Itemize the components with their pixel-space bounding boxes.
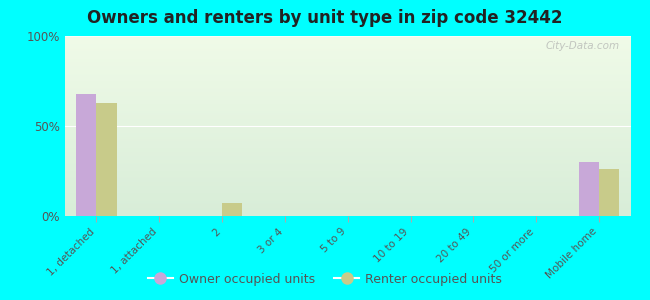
Text: City-Data.com: City-Data.com bbox=[545, 41, 619, 51]
Bar bbox=[222, 203, 242, 216]
Bar bbox=[599, 169, 619, 216]
Text: Owners and renters by unit type in zip code 32442: Owners and renters by unit type in zip c… bbox=[87, 9, 563, 27]
Bar bbox=[96, 103, 116, 216]
Legend: Owner occupied units, Renter occupied units: Owner occupied units, Renter occupied un… bbox=[143, 268, 507, 291]
Bar bbox=[579, 162, 599, 216]
Bar bbox=[76, 94, 96, 216]
